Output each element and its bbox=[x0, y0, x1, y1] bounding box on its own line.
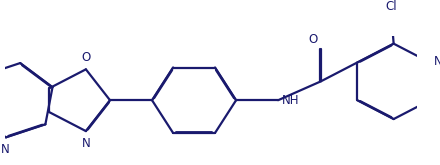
Text: N: N bbox=[81, 137, 90, 150]
Text: Cl: Cl bbox=[386, 0, 397, 14]
Text: N: N bbox=[1, 143, 10, 156]
Text: N: N bbox=[433, 55, 440, 68]
Text: O: O bbox=[308, 33, 318, 46]
Text: O: O bbox=[81, 51, 91, 64]
Text: NH: NH bbox=[282, 94, 299, 107]
